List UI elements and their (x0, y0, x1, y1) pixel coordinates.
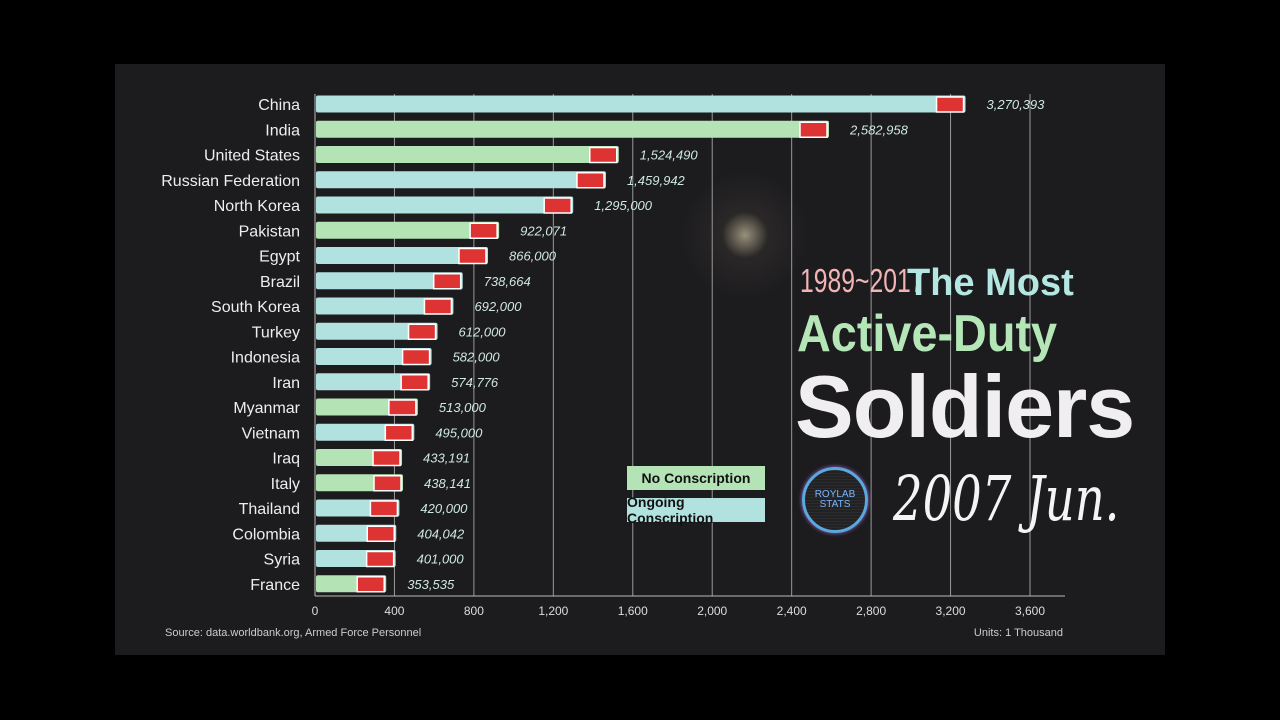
value-label: 438,141 (424, 476, 471, 491)
bar (316, 247, 488, 264)
flag-icon (373, 475, 402, 492)
flag-icon (432, 273, 462, 290)
value-label: 738,664 (484, 274, 531, 289)
value-label: 353,535 (407, 577, 455, 592)
x-tick-label: 2,800 (856, 604, 886, 618)
category-label: Myanmar (233, 400, 300, 417)
category-label: India (265, 122, 300, 139)
value-label: 866,000 (509, 249, 557, 264)
category-label: Turkey (252, 324, 300, 341)
roylab-stats-logo: ROYLAB STATS (802, 467, 868, 533)
flag-icon (469, 222, 498, 239)
value-label: 3,270,393 (987, 97, 1046, 112)
flag-icon (366, 525, 395, 542)
x-tick-label: 3,200 (936, 604, 966, 618)
bar (316, 272, 463, 290)
category-label: China (258, 97, 300, 114)
bar (316, 322, 438, 340)
value-label: 1,295,000 (594, 198, 653, 213)
value-label: 574,776 (451, 375, 499, 390)
value-label: 401,000 (417, 552, 465, 567)
flag-icon (401, 348, 431, 366)
logo-text-1: ROYLAB (814, 489, 856, 500)
value-label: 582,000 (453, 350, 501, 365)
category-label: South Korea (211, 299, 300, 316)
category-label: Egypt (259, 249, 300, 266)
x-tick-label: 1,200 (538, 604, 568, 618)
flag-icon (384, 424, 414, 441)
flag-icon (356, 576, 385, 593)
flag-icon (407, 323, 437, 340)
category-label: Colombia (232, 526, 300, 543)
bar (316, 171, 606, 189)
category-label: Pakistan (239, 223, 300, 240)
category-label: Vietnam (242, 425, 300, 442)
x-tick-label: 0 (312, 604, 319, 618)
chart-panel (115, 64, 1165, 655)
flag-icon (458, 247, 487, 265)
source-note: Source: data.worldbank.org, Armed Force … (165, 627, 422, 639)
category-label: Iraq (272, 451, 300, 468)
flag-icon (388, 399, 417, 416)
x-tick-label: 1,600 (618, 604, 648, 618)
lens-flare (680, 170, 810, 300)
bar (316, 120, 830, 138)
flag-icon (589, 146, 618, 164)
category-label: Thailand (239, 501, 300, 518)
logo-text-2: STATS (819, 499, 851, 510)
x-tick-label: 2,000 (697, 604, 727, 618)
value-label: 2,582,958 (849, 122, 909, 137)
bar (316, 221, 500, 239)
flag-icon (935, 96, 965, 113)
bar (316, 297, 454, 315)
flag-icon (369, 500, 399, 517)
value-label: 404,042 (417, 526, 465, 541)
date-label: 2007 Jun. (893, 462, 1120, 535)
value-label: 612,000 (459, 324, 507, 339)
flag-icon (576, 172, 605, 189)
flag-icon (400, 374, 429, 391)
value-label: 1,524,490 (640, 148, 699, 163)
title-years: 1989~2017 (800, 262, 925, 299)
category-label: Indonesia (231, 350, 300, 367)
flag-icon (543, 197, 572, 214)
flag-icon (799, 121, 828, 138)
bar (316, 146, 619, 163)
title-line1: The Most (907, 262, 1074, 304)
flag-icon (365, 550, 395, 568)
category-label: North Korea (214, 198, 300, 215)
value-label: 513,000 (439, 400, 487, 415)
category-label: France (250, 577, 300, 594)
category-label: Russian Federation (161, 173, 300, 190)
x-tick-label: 3,600 (1015, 604, 1045, 618)
category-label: Brazil (260, 274, 300, 291)
x-tick-label: 400 (384, 604, 404, 618)
category-label: United States (204, 148, 300, 165)
bar (316, 95, 966, 113)
category-label: Syria (264, 552, 301, 569)
legend-ongoing-conscription: Ongoing Conscription (627, 494, 765, 526)
x-tick-label: 2,400 (777, 604, 807, 618)
value-label: 922,071 (520, 223, 567, 238)
value-label: 433,191 (423, 451, 470, 466)
value-label: 420,000 (420, 501, 468, 516)
flag-icon (372, 449, 401, 467)
units-note: Units: 1 Thousand (973, 627, 1063, 639)
value-label: 495,000 (435, 425, 483, 440)
value-label: 1,459,942 (627, 173, 686, 188)
title-line3: Soldiers (795, 357, 1135, 456)
bar (316, 196, 574, 214)
category-label: Italy (271, 476, 300, 493)
category-label: Iran (272, 375, 300, 392)
value-label: 692,000 (474, 299, 522, 314)
legend-no-conscription: No Conscription (627, 466, 765, 490)
x-tick-label: 800 (464, 604, 484, 618)
flag-icon (423, 298, 453, 315)
title-line2: Active-Duty (797, 305, 1058, 363)
